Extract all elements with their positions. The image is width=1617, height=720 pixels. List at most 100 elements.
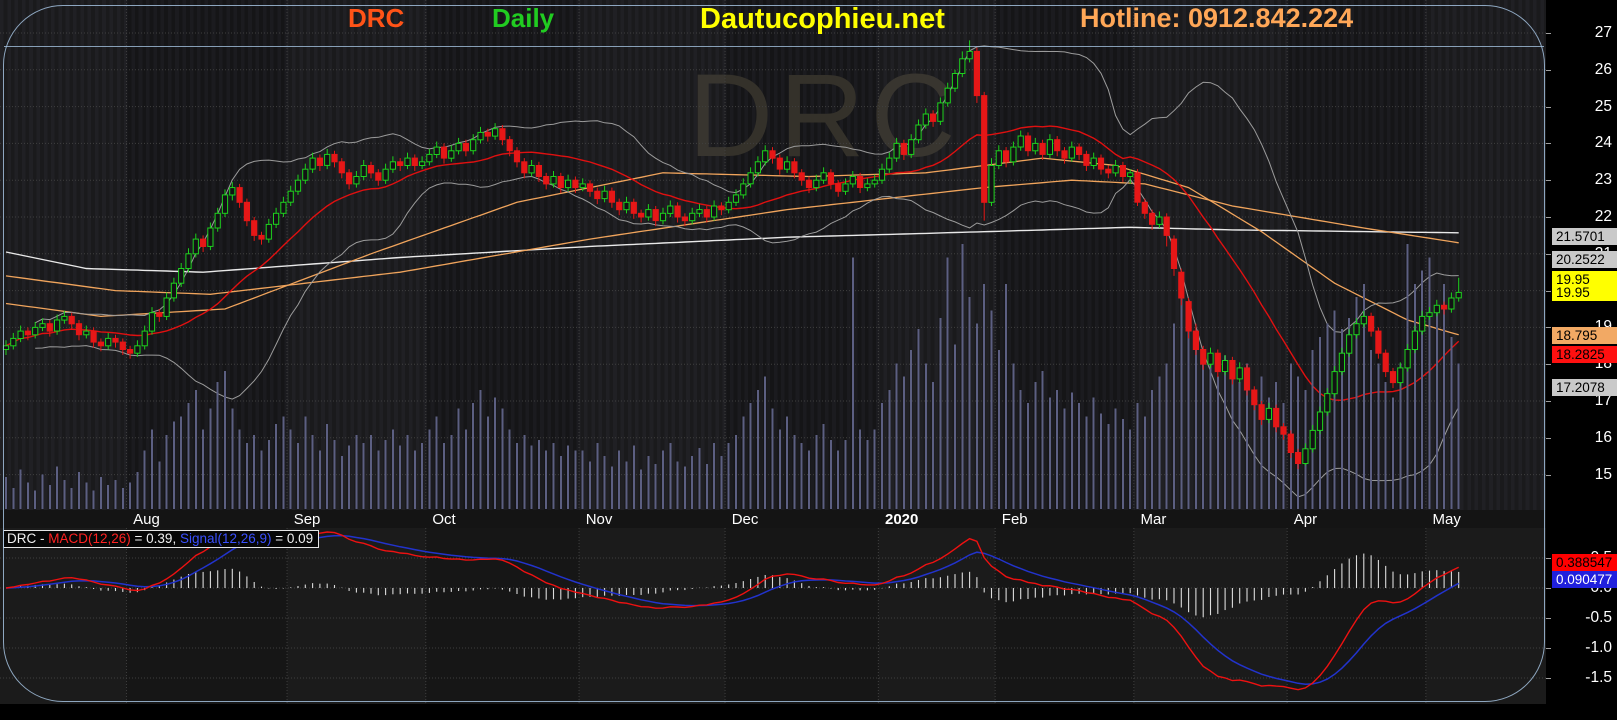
candle-up: [287, 190, 294, 203]
candle-up: [849, 176, 856, 185]
volume-bar: [713, 442, 716, 510]
candle-up: [1236, 367, 1243, 380]
candle-up: [623, 201, 630, 211]
volume-bar: [1136, 403, 1139, 509]
volume-bar: [808, 450, 810, 509]
candle-up: [1433, 304, 1440, 314]
candle-up: [61, 315, 68, 321]
candle-up: [1346, 334, 1353, 354]
volume-bar: [253, 434, 256, 509]
candle-up: [740, 183, 747, 196]
candle-up: [747, 172, 754, 185]
candle-down: [90, 330, 97, 343]
volume-bar: [530, 445, 533, 509]
macd-chart-svg[interactable]: [0, 528, 1547, 704]
candle-up: [1338, 352, 1346, 373]
candle-up: [302, 168, 309, 181]
axis-tick-label: 22: [1594, 208, 1612, 225]
volume-bar: [954, 344, 956, 509]
candle-down: [1054, 139, 1061, 152]
price-tag: 18.2825: [1552, 346, 1617, 363]
candle-up: [1207, 352, 1214, 365]
candle-up: [1419, 315, 1426, 332]
candle-up: [353, 176, 360, 185]
candle-up: [995, 150, 1002, 167]
volume-bar: [289, 429, 292, 509]
volume-bar: [610, 466, 613, 509]
candle-up: [273, 212, 280, 225]
main-chart-svg[interactable]: [0, 0, 1547, 510]
candle-up: [32, 326, 39, 336]
volume-bar: [815, 434, 818, 509]
volume-bar: [340, 456, 343, 509]
volume-bar: [1158, 376, 1161, 509]
candle-down: [900, 142, 907, 155]
candle-up: [477, 131, 484, 141]
candle-down: [1003, 150, 1010, 163]
volume-bar: [1450, 336, 1453, 510]
volume-bar: [472, 403, 475, 509]
volume-bar: [99, 477, 102, 509]
axis-tick-mark: [1546, 588, 1551, 589]
candle-up: [842, 183, 849, 192]
volume-bar: [990, 310, 993, 510]
volume-bar: [669, 442, 672, 510]
candle-up: [1316, 411, 1324, 431]
candle-down: [594, 190, 601, 200]
candle-up: [915, 124, 922, 141]
candle-down: [1024, 135, 1032, 152]
volume-bar: [34, 490, 37, 509]
volume-bar: [304, 416, 307, 510]
candle-down: [112, 337, 119, 343]
macd-pane[interactable]: DRC - MACD(12,26) = 0.39, Signal(12,26,9…: [0, 528, 1546, 704]
volume-bar: [172, 421, 175, 510]
candle-down: [1382, 352, 1389, 373]
volume-bar: [625, 461, 628, 509]
volume-bar: [114, 479, 117, 509]
month-band: [287, 0, 426, 510]
volume-bar: [946, 257, 949, 510]
candle-up: [579, 183, 586, 189]
candle-down: [513, 150, 521, 163]
axis-tick-label: 27: [1594, 24, 1612, 41]
candle-up: [820, 172, 827, 181]
volume-bar: [837, 450, 840, 509]
volume-bar: [428, 429, 431, 509]
volume-bar: [1019, 389, 1022, 510]
candle-up: [1302, 448, 1309, 464]
volume-bar: [720, 456, 723, 509]
candle-up: [1017, 135, 1024, 148]
candle-down: [156, 312, 163, 317]
candle-up: [470, 139, 477, 152]
axis-tick-mark: [1546, 618, 1551, 619]
volume-bar: [1121, 418, 1124, 509]
volume-bar: [975, 323, 978, 509]
volume-bar: [194, 389, 197, 510]
candle-up: [528, 165, 535, 174]
candle-down: [572, 179, 579, 189]
volume-bar: [143, 450, 146, 509]
candle-up: [893, 142, 900, 159]
candle-up: [754, 161, 761, 174]
volume-bar: [1202, 350, 1205, 509]
price-axis-column[interactable]: 272625242322212019181716150.50.0-0.5-1.0…: [1546, 0, 1617, 720]
main-chart-pane[interactable]: DRC: [0, 0, 1546, 510]
candle-up: [192, 238, 199, 255]
volume-bar: [786, 416, 789, 510]
candle-down: [1134, 172, 1141, 203]
candle-up: [1032, 142, 1039, 152]
axis-tick-mark: [1546, 253, 1551, 255]
volume-bar: [756, 389, 759, 510]
candle-down: [1295, 452, 1302, 464]
candle-up: [878, 168, 886, 181]
axis-tick-mark: [1546, 143, 1551, 145]
volume-bar: [1406, 244, 1409, 509]
volume-bar: [421, 442, 424, 510]
volume-bar: [479, 389, 482, 510]
volume-bar: [216, 381, 219, 509]
candle-up: [886, 157, 893, 170]
volume-bar: [348, 445, 351, 509]
volume-bar: [267, 440, 270, 509]
volume-bar: [63, 479, 66, 509]
axis-tick-mark: [1546, 327, 1551, 329]
